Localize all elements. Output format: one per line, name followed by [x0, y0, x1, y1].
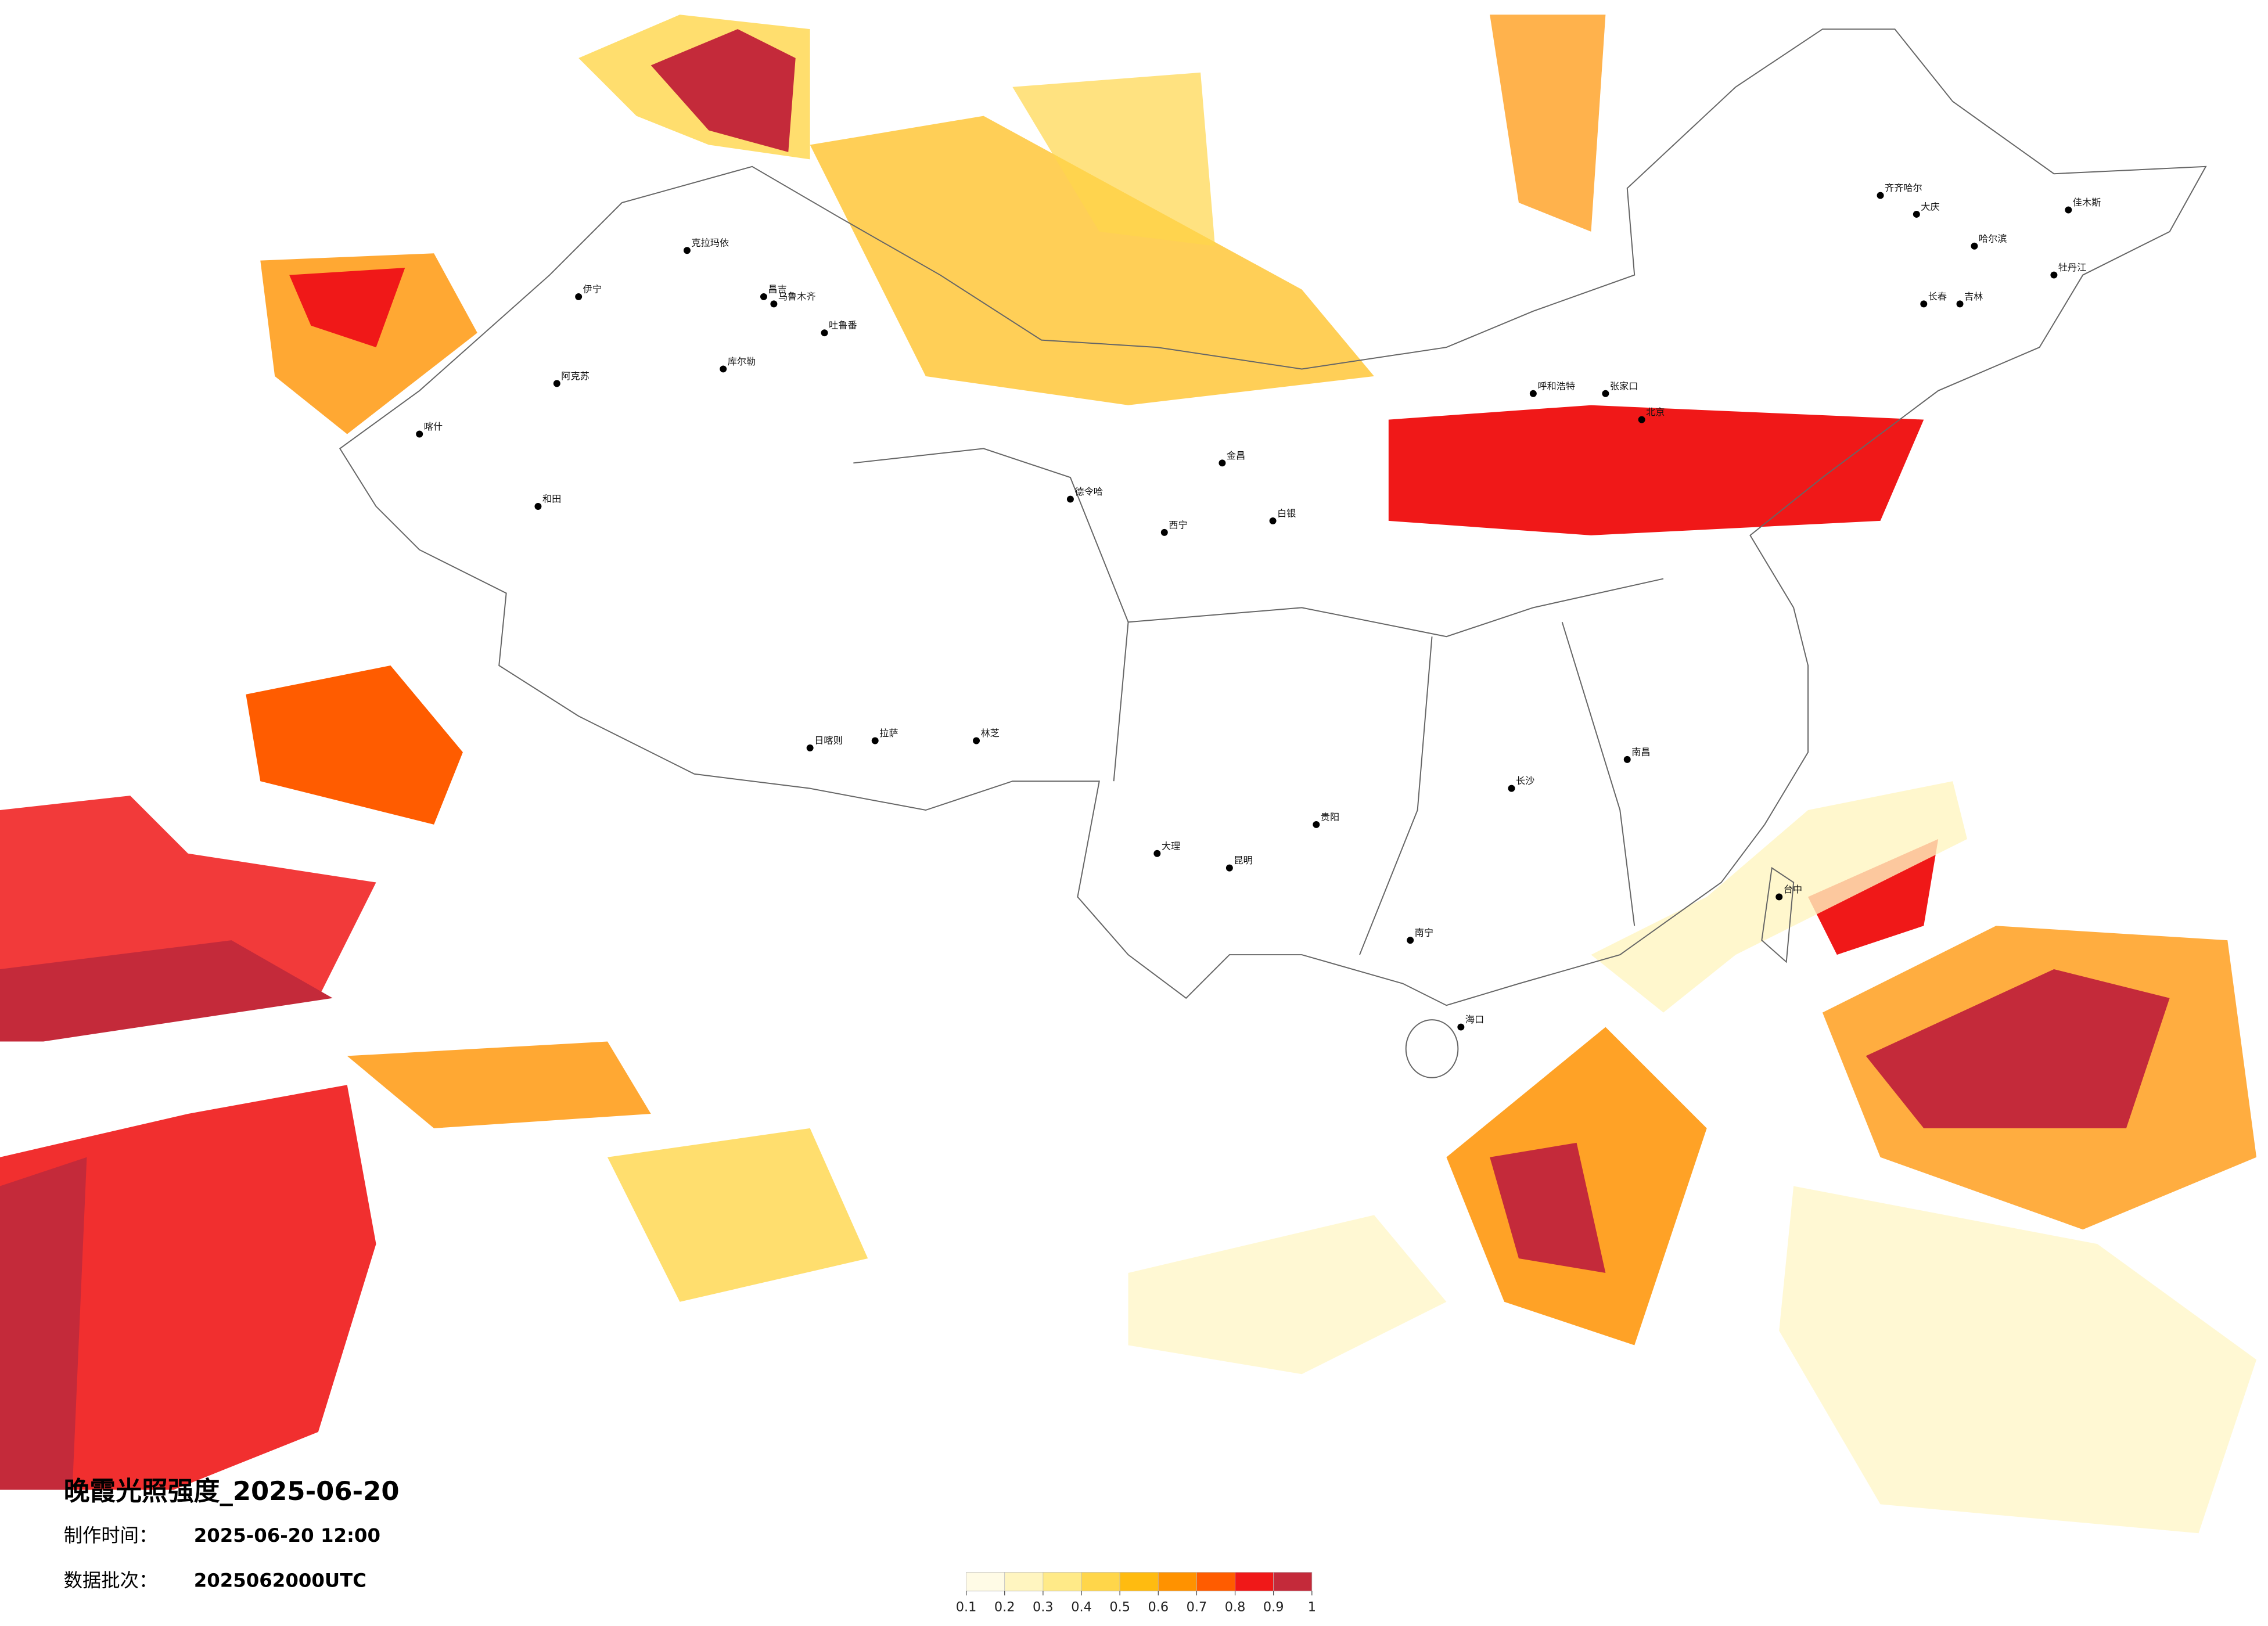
city-dot: [806, 744, 814, 751]
city-dot: [1638, 416, 1645, 423]
city-label: 乌鲁木齐: [778, 291, 816, 302]
city-dot: [871, 737, 879, 744]
city-dot: [1623, 756, 1631, 763]
city-dot: [1153, 850, 1161, 857]
city-label: 南昌: [1631, 746, 1650, 757]
colorbar: 0.1 0.2 0.3 0.4 0.5 0.6 0.7 0.8 0.9 1: [956, 1572, 1316, 1615]
colorbar-cell: [1273, 1572, 1313, 1592]
batch: 2025062000UTC: [194, 1569, 366, 1591]
city-dot: [1269, 517, 1277, 524]
city-dot: [1225, 864, 1233, 872]
city-label: 克拉玛依: [691, 238, 729, 249]
city-dot: [1407, 937, 1414, 944]
city-label: 齐齐哈尔: [1885, 182, 1922, 193]
city-dot: [770, 300, 778, 308]
batch-label: 数据批次：: [64, 1569, 158, 1591]
city-dot: [416, 430, 423, 438]
city-label: 哈尔滨: [1979, 233, 2007, 244]
city-label: 昆明: [1234, 855, 1252, 866]
colorbar-cell: [1119, 1572, 1159, 1592]
city-dot: [1877, 192, 1884, 199]
city-label: 大庆: [1921, 201, 1939, 212]
city-dot: [720, 365, 727, 373]
city-label: 牡丹江: [2058, 262, 2087, 273]
colorbar-tick-label: 0.6: [1148, 1600, 1169, 1615]
city-dot: [760, 293, 767, 300]
city-label: 大理: [1162, 840, 1180, 851]
city-label: 吉林: [1964, 291, 1983, 302]
colorbar-cell: [1196, 1572, 1235, 1592]
city-label: 海口: [1465, 1014, 1484, 1025]
city-dot: [1160, 528, 1168, 536]
city-label: 北京: [1646, 406, 1665, 418]
city-dot: [575, 293, 583, 300]
city-label: 和田: [542, 494, 561, 505]
colorbar-tick-label: 0.3: [1033, 1600, 1054, 1615]
city-dot: [1956, 300, 1964, 308]
colorbar-tick-label: 0.9: [1263, 1600, 1284, 1615]
city-label: 库尔勒: [728, 356, 756, 367]
city-dot: [1508, 785, 1515, 792]
city-label: 长春: [1928, 291, 1947, 302]
city-label: 佳木斯: [2073, 197, 2101, 208]
city-dot: [553, 380, 560, 387]
made-time: 2025-06-20 12:00: [194, 1524, 380, 1546]
city-dot: [1971, 242, 1978, 250]
city-label: 呼和浩特: [1537, 380, 1575, 391]
title: 晚霞光照强度_2025-06-20: [64, 1476, 400, 1506]
city-label: 台中: [1784, 884, 1802, 895]
city-dot: [2065, 206, 2072, 214]
city-dot: [1775, 893, 1783, 901]
city-label: 白银: [1277, 508, 1296, 519]
made-label: 制作时间：: [64, 1524, 158, 1546]
city-dot: [973, 737, 980, 744]
city-label: 吐鲁番: [829, 320, 857, 331]
colorbar-tick-label: 0.4: [1071, 1600, 1092, 1615]
colorbar-tick-label: 0.1: [956, 1600, 977, 1615]
colorbar-cell: [966, 1572, 1005, 1592]
city-dot: [2050, 271, 2058, 279]
city-label: 伊宁: [583, 283, 602, 294]
city-label: 阿克苏: [561, 370, 590, 382]
colorbar-cell: [1043, 1572, 1082, 1592]
city-dot: [821, 329, 828, 337]
city-label: 德令哈: [1074, 486, 1103, 497]
city-dot: [534, 503, 542, 510]
city-label: 张家口: [1610, 380, 1638, 391]
city-dot: [1529, 390, 1537, 397]
city-dot: [1457, 1023, 1465, 1031]
colorbar-tick-label: 0.8: [1225, 1600, 1246, 1615]
city-dot: [1219, 459, 1226, 467]
colorbar-tick-label: 0.2: [994, 1600, 1015, 1615]
colorbar-cell: [1004, 1572, 1044, 1592]
colorbar-cell: [1081, 1572, 1120, 1592]
city-dot: [1920, 300, 1928, 308]
country-outline: [339, 28, 2207, 1078]
colorbar-cell: [1235, 1572, 1274, 1592]
city-dot: [683, 247, 691, 254]
colorbar-tick-label: 1: [1308, 1600, 1316, 1615]
city-dot: [1313, 821, 1320, 828]
city-label: 贵阳: [1321, 811, 1339, 822]
city-label: 拉萨: [879, 728, 898, 739]
city-label: 日喀则: [814, 735, 843, 746]
city-label: 喀什: [424, 421, 443, 432]
city-dot: [1066, 495, 1074, 503]
colorbar-tick-label: 0.5: [1109, 1600, 1130, 1615]
city-label: 长沙: [1516, 775, 1534, 786]
heat-layer: [0, 15, 2257, 1534]
city-dot: [1602, 390, 1609, 397]
colorbar-tick-label: 0.7: [1187, 1600, 1207, 1615]
city-label: 南宁: [1415, 927, 1433, 938]
colorbar-cell: [1158, 1572, 1197, 1592]
city-dot: [1913, 210, 1920, 218]
city-label: 昌吉: [768, 283, 786, 294]
city-label: 金昌: [1227, 450, 1245, 461]
city-label: 林芝: [981, 728, 1000, 739]
city-label: 西宁: [1169, 519, 1187, 530]
